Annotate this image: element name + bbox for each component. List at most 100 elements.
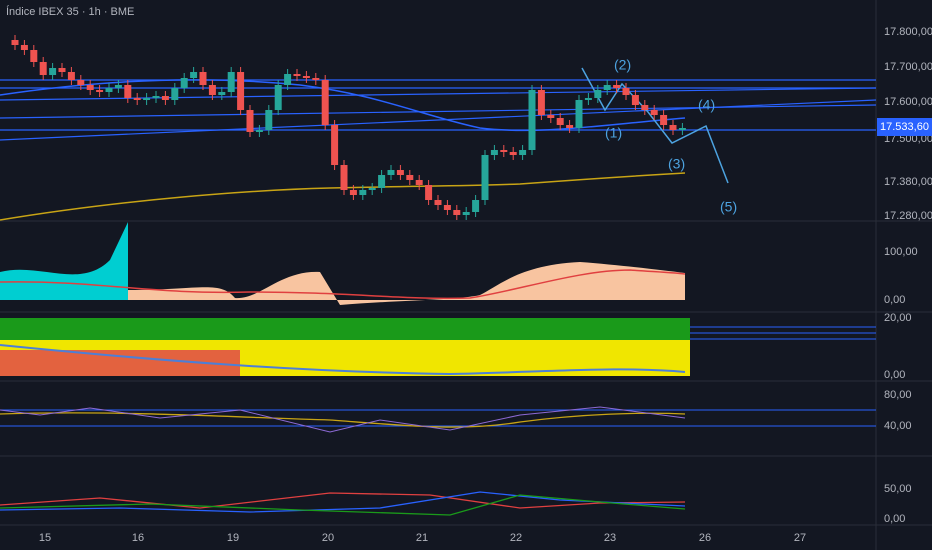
candle-body xyxy=(425,185,433,200)
pane-tick: 0,00 xyxy=(884,369,905,381)
moving-average xyxy=(0,79,686,132)
candle-body xyxy=(227,72,235,92)
candle-body xyxy=(622,88,630,95)
candle-body xyxy=(594,90,602,98)
candle-body xyxy=(265,110,273,130)
candle-body xyxy=(237,72,245,110)
candle-body xyxy=(77,80,85,85)
price-tick: 17.700,00 xyxy=(884,61,932,73)
time-label: 19 xyxy=(227,532,239,544)
line xyxy=(0,491,686,513)
time-label: 23 xyxy=(604,532,616,544)
candle-body xyxy=(143,98,151,100)
time-label: 21 xyxy=(416,532,428,544)
candle-body xyxy=(415,180,423,185)
candle-body xyxy=(378,175,386,188)
volume-pane xyxy=(0,318,876,376)
candle-body xyxy=(284,74,292,85)
pane-tick: 20,00 xyxy=(884,312,912,324)
area xyxy=(0,222,128,300)
rsi-pane xyxy=(0,406,876,433)
pane-tick: 0,00 xyxy=(884,294,905,306)
wave-label: (2) xyxy=(614,57,631,73)
candle-body xyxy=(650,110,658,115)
candle-body xyxy=(49,68,57,75)
candle-body xyxy=(312,78,320,80)
candle-body xyxy=(58,68,66,72)
candle-body xyxy=(528,90,536,150)
line xyxy=(0,344,686,376)
candle-body xyxy=(331,125,339,165)
candle-body xyxy=(434,200,442,205)
wave-label: (4) xyxy=(698,97,715,113)
candle-body xyxy=(293,74,301,76)
candle-body xyxy=(406,175,414,180)
candle-body xyxy=(67,72,75,80)
candle-body xyxy=(396,170,404,175)
candle-body xyxy=(453,210,461,215)
time-axis: 15 16 19 20 21 22 23 26 27 xyxy=(39,532,806,544)
candle-body xyxy=(556,118,564,125)
candle-body xyxy=(443,205,451,210)
candle-body xyxy=(171,88,179,100)
price-tick: 17.600,00 xyxy=(884,96,932,108)
price-badge xyxy=(877,118,932,136)
time-label: 16 xyxy=(132,532,144,544)
oscillator-pane xyxy=(0,222,686,305)
candle-body xyxy=(669,125,677,130)
pane-tick: 100,00 xyxy=(884,246,918,258)
candle-body xyxy=(208,85,216,95)
wave-label: (3) xyxy=(668,156,685,172)
candle-body xyxy=(462,212,470,215)
line xyxy=(0,494,686,516)
candle-body xyxy=(11,40,19,45)
candle-body xyxy=(349,190,357,195)
candle-body xyxy=(86,85,94,90)
candle-body xyxy=(152,96,160,98)
pane-tick: 40,00 xyxy=(884,420,912,432)
moving-average xyxy=(0,172,686,221)
candle-body xyxy=(30,50,38,62)
line xyxy=(0,492,686,509)
price-tick: 17.800,00 xyxy=(884,26,932,38)
candle-body xyxy=(509,152,517,155)
candle-body xyxy=(490,150,498,155)
candle-body xyxy=(368,188,376,190)
pane-tick: 0,00 xyxy=(884,513,905,525)
candle-body xyxy=(190,72,198,78)
candle-body xyxy=(613,85,621,88)
candle-body xyxy=(255,130,263,132)
time-label: 20 xyxy=(322,532,334,544)
time-label: 27 xyxy=(794,532,806,544)
dmi-pane xyxy=(0,491,686,516)
candle-body xyxy=(20,45,28,50)
time-label: 15 xyxy=(39,532,51,544)
candle-body xyxy=(340,165,348,190)
candle-body xyxy=(302,76,310,78)
levels xyxy=(690,326,876,340)
area xyxy=(128,262,685,305)
candle-body xyxy=(584,98,592,100)
candle-body xyxy=(39,62,47,75)
line xyxy=(0,406,686,433)
band xyxy=(0,318,690,340)
candle-body xyxy=(274,85,282,110)
price-tick: 17.280,00 xyxy=(884,210,932,222)
candles xyxy=(11,35,686,220)
candle-body xyxy=(161,96,169,100)
candle-body xyxy=(246,110,254,132)
wave-label: (1) xyxy=(605,125,622,141)
candle-body xyxy=(321,80,329,125)
candle-body xyxy=(472,200,480,212)
candle-body xyxy=(359,190,367,195)
candle-body xyxy=(566,125,574,128)
candle-body xyxy=(124,85,132,98)
price-pane xyxy=(0,67,877,221)
candle-body xyxy=(481,155,489,200)
candle-body xyxy=(575,100,583,128)
candle-body xyxy=(660,115,668,125)
candle-body xyxy=(180,78,188,88)
line xyxy=(0,412,686,428)
